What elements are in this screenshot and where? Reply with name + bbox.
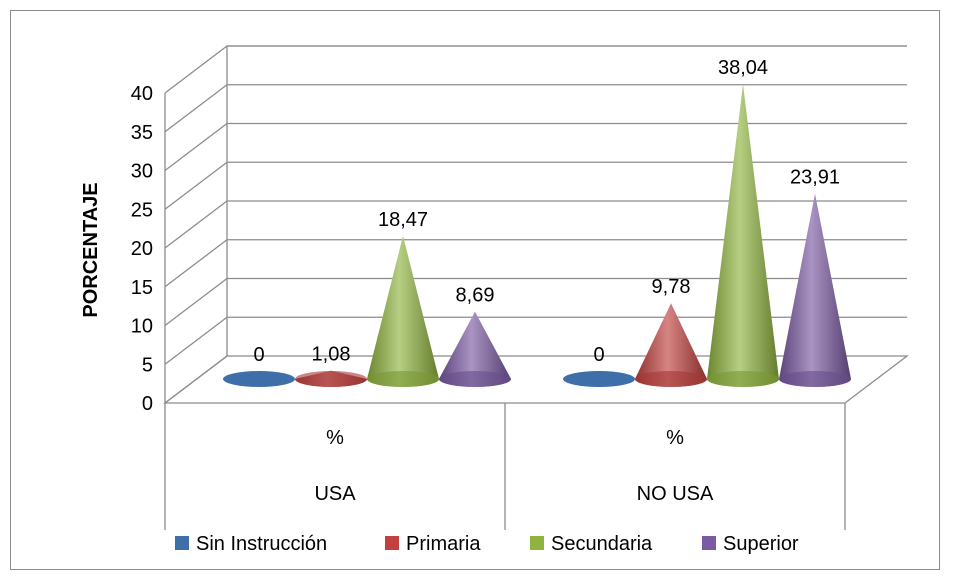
gridline bbox=[165, 240, 907, 287]
legend-label: Sin Instrucción bbox=[196, 533, 327, 555]
cone-primaria bbox=[295, 371, 367, 387]
cone-base bbox=[635, 371, 707, 387]
cone-superior bbox=[779, 194, 851, 387]
legend: Sin Instrucción Primaria Secundaria Superio… bbox=[175, 533, 799, 555]
cone-primaria bbox=[635, 303, 707, 387]
cone-secundaria bbox=[707, 84, 779, 387]
category-label: NO USA bbox=[637, 483, 714, 505]
y-axis-title: PORCENTAJE bbox=[80, 182, 102, 317]
cone-base bbox=[779, 371, 851, 387]
cones bbox=[223, 84, 851, 387]
y-tick-label: 25 bbox=[131, 199, 153, 221]
data-label: 18,47 bbox=[378, 209, 428, 231]
gridline bbox=[165, 201, 907, 248]
gridline bbox=[165, 46, 907, 93]
legend-label: Secundaria bbox=[551, 533, 653, 555]
data-label: 1,08 bbox=[312, 344, 351, 366]
data-label: 38,04 bbox=[718, 57, 768, 79]
category-sublabel: % bbox=[666, 427, 684, 449]
y-tick-label: 10 bbox=[131, 316, 153, 338]
y-tick-label: 5 bbox=[142, 354, 153, 376]
cone-body bbox=[779, 194, 851, 387]
cone-base bbox=[295, 371, 367, 387]
cone-base bbox=[367, 371, 439, 387]
data-label: 8,69 bbox=[456, 285, 495, 307]
legend-label: Primaria bbox=[406, 533, 481, 555]
y-axis-ticks: 0 5 10 15 20 25 30 35 40 bbox=[131, 83, 153, 415]
data-label: 9,78 bbox=[652, 276, 691, 298]
data-label: 0 bbox=[253, 344, 264, 366]
legend-label: Superior bbox=[723, 533, 799, 555]
cone-body bbox=[367, 236, 439, 387]
legend-swatch bbox=[175, 536, 189, 550]
category-sublabel: % bbox=[326, 427, 344, 449]
cone-superior bbox=[439, 312, 511, 387]
cone-sin-instrucción bbox=[223, 371, 295, 387]
cone-base bbox=[707, 371, 779, 387]
legend-swatch bbox=[530, 536, 544, 550]
cone-base bbox=[439, 371, 511, 387]
gridline bbox=[165, 85, 907, 132]
data-label: 23,91 bbox=[790, 167, 840, 189]
y-tick-label: 15 bbox=[131, 277, 153, 299]
y-tick-label: 0 bbox=[142, 393, 153, 415]
cone-base bbox=[563, 371, 635, 387]
cone-base bbox=[223, 371, 295, 387]
category-table: % USA% NO USA bbox=[165, 403, 845, 530]
gridline bbox=[165, 124, 907, 171]
cone-body bbox=[707, 84, 779, 387]
legend-swatch bbox=[702, 536, 716, 550]
y-tick-label: 35 bbox=[131, 122, 153, 144]
y-tick-label: 30 bbox=[131, 161, 153, 183]
y-tick-label: 40 bbox=[131, 83, 153, 105]
category-label: USA bbox=[314, 483, 356, 505]
legend-swatch bbox=[385, 536, 399, 550]
data-label: 0 bbox=[593, 344, 604, 366]
cone-sin-instrucción bbox=[563, 371, 635, 387]
cone-secundaria bbox=[367, 236, 439, 387]
y-tick-label: 20 bbox=[131, 238, 153, 260]
